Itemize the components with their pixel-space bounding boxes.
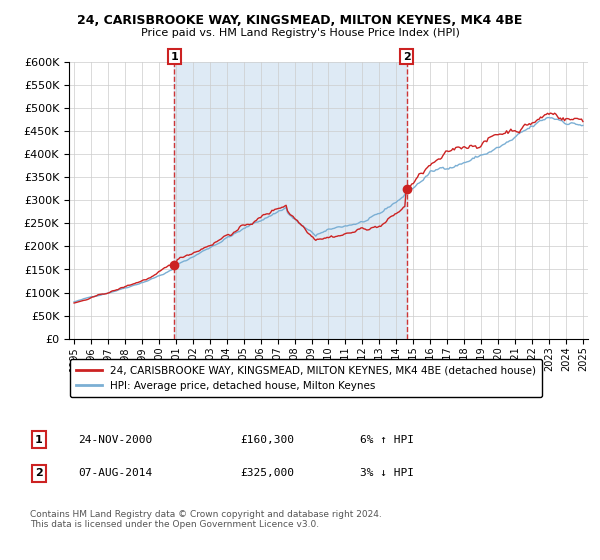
Text: 24, CARISBROOKE WAY, KINGSMEAD, MILTON KEYNES, MK4 4BE: 24, CARISBROOKE WAY, KINGSMEAD, MILTON K… bbox=[77, 14, 523, 27]
Text: £325,000: £325,000 bbox=[240, 468, 294, 478]
Text: 2: 2 bbox=[35, 468, 43, 478]
Text: 1: 1 bbox=[170, 52, 178, 62]
Text: 07-AUG-2014: 07-AUG-2014 bbox=[78, 468, 152, 478]
Text: £160,300: £160,300 bbox=[240, 435, 294, 445]
Text: Price paid vs. HM Land Registry's House Price Index (HPI): Price paid vs. HM Land Registry's House … bbox=[140, 28, 460, 38]
Text: 24-NOV-2000: 24-NOV-2000 bbox=[78, 435, 152, 445]
Text: 1: 1 bbox=[35, 435, 43, 445]
Text: 3% ↓ HPI: 3% ↓ HPI bbox=[360, 468, 414, 478]
Text: Contains HM Land Registry data © Crown copyright and database right 2024.
This d: Contains HM Land Registry data © Crown c… bbox=[30, 510, 382, 529]
Text: 6% ↑ HPI: 6% ↑ HPI bbox=[360, 435, 414, 445]
Legend: 24, CARISBROOKE WAY, KINGSMEAD, MILTON KEYNES, MK4 4BE (detached house), HPI: Av: 24, CARISBROOKE WAY, KINGSMEAD, MILTON K… bbox=[70, 359, 542, 397]
Bar bbox=[174, 62, 407, 339]
Text: 2: 2 bbox=[403, 52, 410, 62]
